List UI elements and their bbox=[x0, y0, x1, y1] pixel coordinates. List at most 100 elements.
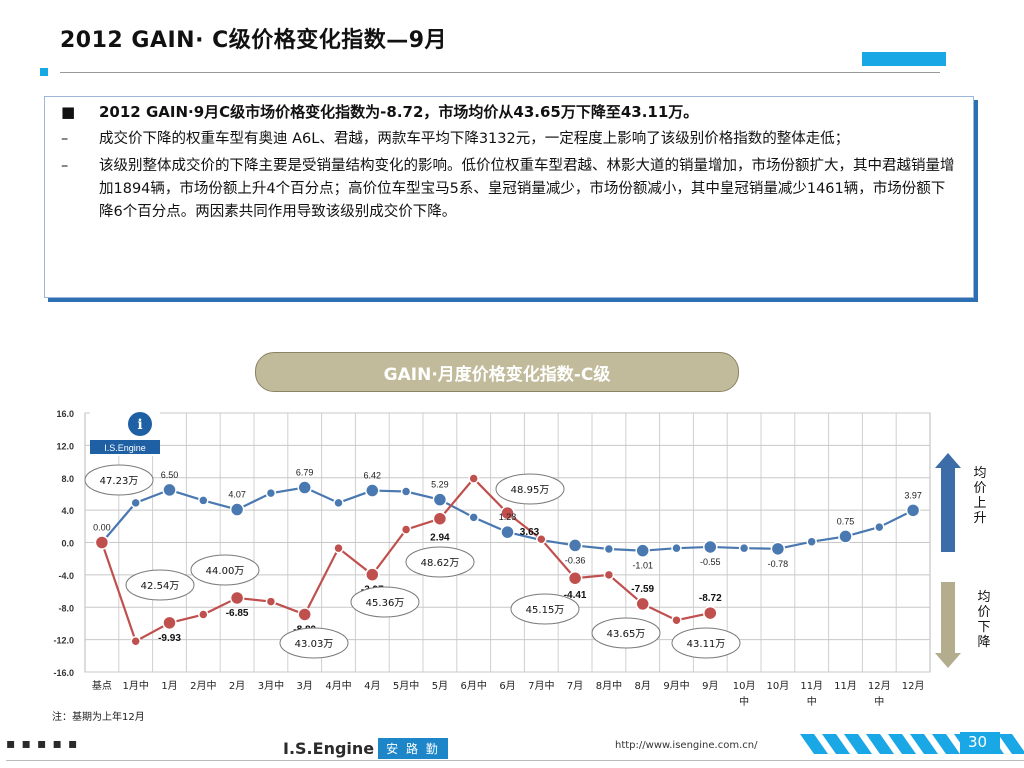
title-underline bbox=[60, 72, 940, 73]
x-tick-label: 9月 bbox=[702, 680, 718, 692]
price-callout-label: 47.23万 bbox=[100, 476, 139, 487]
data-point bbox=[229, 502, 245, 517]
data-point bbox=[500, 505, 515, 521]
summary-point: – 成交价下降的权重车型有奥迪 A6L、君越，两款车平均下降3132元，一定程度… bbox=[55, 128, 955, 151]
data-point bbox=[635, 543, 650, 558]
price-callout-label: 45.36万 bbox=[366, 598, 405, 609]
data-point bbox=[500, 524, 515, 540]
data-point bbox=[838, 529, 853, 544]
x-tick-label: 8月中 bbox=[596, 679, 622, 692]
data-label-bold: -4.41 bbox=[564, 590, 587, 601]
y-tick-label: 0.0 bbox=[61, 539, 74, 549]
data-point bbox=[536, 534, 547, 545]
summary-box: ■ 2012 GAIN·9月C级市场价格变化指数为-8.72，市场均价从43.6… bbox=[44, 96, 974, 298]
data-point bbox=[806, 536, 817, 547]
data-point bbox=[265, 487, 277, 499]
x-tick-label: 8月 bbox=[635, 680, 651, 692]
price-callout bbox=[671, 627, 741, 659]
down-arrow-label: 均价下降 bbox=[977, 590, 991, 650]
data-point bbox=[905, 503, 921, 518]
footer-url: http://www.isengine.com.cn/ bbox=[615, 740, 758, 751]
x-tick-label: 3月中 bbox=[258, 679, 284, 692]
data-point bbox=[567, 538, 583, 553]
data-point bbox=[130, 635, 141, 647]
price-callout-label: 43.03万 bbox=[295, 639, 334, 650]
y-tick-label: -4.0 bbox=[58, 571, 74, 581]
price-callout-label: 48.62万 bbox=[421, 558, 460, 569]
data-point bbox=[468, 512, 479, 523]
summary-point-text: 该级别整体成交价的下降主要是受销量结构变化的影响。低价位权重车型君越、林影大道的… bbox=[99, 158, 955, 220]
data-label: 5.29 bbox=[431, 480, 449, 490]
x-tick-label: 6月中 bbox=[461, 679, 487, 692]
data-point bbox=[468, 473, 479, 484]
y-tick-label: 8.0 bbox=[61, 474, 74, 484]
brand-chinese: 安 路 勤 bbox=[378, 738, 448, 759]
y-tick-label: 4.0 bbox=[61, 506, 74, 516]
data-point bbox=[432, 511, 448, 526]
data-point bbox=[297, 480, 312, 495]
summary-point: – 该级别整体成交价的下降主要是受销量结构变化的影响。低价位权重车型君越、林影大… bbox=[55, 155, 955, 224]
x-tick-label: 1月 bbox=[161, 680, 177, 692]
data-label-bold: 3.63 bbox=[520, 527, 540, 538]
data-point bbox=[333, 542, 344, 554]
dash-bullet-icon: – bbox=[61, 131, 69, 147]
price-callout bbox=[125, 569, 195, 601]
accent-bar bbox=[862, 52, 946, 66]
y-tick-label: -8.0 bbox=[58, 603, 74, 613]
data-point bbox=[365, 567, 380, 582]
x-tick-label: 3月 bbox=[297, 680, 313, 692]
x-tick-label-suffix: 中 bbox=[807, 695, 817, 708]
data-label: 6.79 bbox=[296, 468, 314, 478]
x-tick-label: 12月 bbox=[902, 680, 925, 692]
nav-dots: ▪▪▪▪▪ bbox=[6, 736, 84, 752]
x-tick-label: 10月 bbox=[733, 680, 756, 692]
data-label-bold: -8.72 bbox=[699, 593, 722, 604]
down-arrow-icon bbox=[935, 582, 961, 668]
x-tick-label: 7月中 bbox=[528, 679, 554, 692]
data-point bbox=[671, 542, 682, 554]
footnote: 注：基期为上年12月 bbox=[52, 712, 145, 723]
data-label: -0.55 bbox=[700, 557, 721, 567]
data-point bbox=[94, 535, 110, 550]
price-callout-label: 45.15万 bbox=[526, 605, 565, 616]
up-arrow-label: 均价上升 bbox=[973, 466, 987, 526]
x-tick-label: 5月中 bbox=[393, 679, 419, 692]
price-callout-label: 43.11万 bbox=[687, 639, 726, 650]
price-callout-label: 42.54万 bbox=[141, 581, 180, 592]
x-tick-label: 6月 bbox=[499, 680, 515, 692]
data-point bbox=[770, 541, 786, 557]
page-number: 30 bbox=[968, 733, 988, 751]
data-label: 0.00 bbox=[93, 523, 111, 533]
x-tick-label: 4月中 bbox=[325, 679, 351, 692]
price-callout bbox=[279, 627, 349, 659]
data-point bbox=[432, 492, 448, 507]
data-label-bold: -9.93 bbox=[158, 633, 181, 644]
square-bullet-icon: ■ bbox=[61, 103, 76, 121]
price-callout bbox=[510, 593, 580, 625]
price-callout-label: 43.65万 bbox=[607, 629, 646, 640]
data-label-bold: -6.85 bbox=[226, 608, 249, 619]
data-point bbox=[703, 605, 718, 621]
data-point bbox=[162, 615, 177, 631]
x-tick-label-suffix: 中 bbox=[874, 695, 884, 708]
data-point bbox=[738, 542, 750, 554]
x-tick-label: 9月中 bbox=[663, 679, 689, 692]
y-tick-label: 16.0 bbox=[56, 409, 74, 419]
data-label: 1.28 bbox=[499, 512, 517, 522]
data-point bbox=[635, 596, 650, 612]
price-callout-label: 44.00万 bbox=[206, 566, 245, 577]
data-point bbox=[400, 524, 412, 535]
footer-stripe bbox=[866, 734, 894, 754]
price-callout bbox=[190, 554, 260, 586]
data-label-bold: 2.94 bbox=[430, 533, 450, 544]
data-label: 6.42 bbox=[364, 471, 382, 481]
summary-main-bullet: ■ 2012 GAIN·9月C级市场价格变化指数为-8.72，市场均价从43.6… bbox=[55, 101, 955, 124]
logo-text: I.S.Engine bbox=[104, 443, 146, 453]
y-tick-label: -16.0 bbox=[53, 668, 74, 678]
data-label: -0.78 bbox=[768, 559, 789, 569]
footer-stripe bbox=[998, 734, 1024, 754]
data-point bbox=[567, 570, 583, 586]
data-label: 3.97 bbox=[904, 490, 922, 500]
data-point bbox=[703, 539, 718, 555]
